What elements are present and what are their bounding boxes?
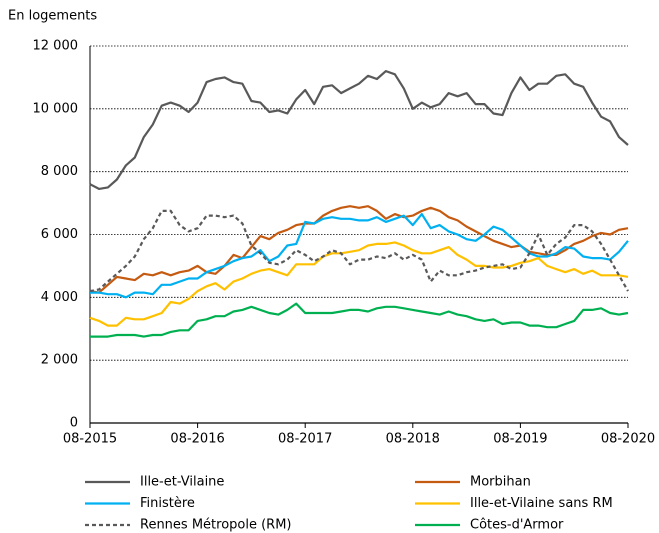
y-tick-label: 8 000: [41, 164, 78, 179]
legend-label: Rennes Métropole (RM): [140, 518, 292, 533]
y-tick-label: 2 000: [41, 353, 78, 368]
y-tick-label: 4 000: [41, 290, 78, 305]
series-line: [89, 241, 629, 327]
legend-label: Ille-et-Vilaine: [140, 475, 224, 490]
x-tick-label: 08-2019: [493, 432, 547, 447]
x-tick-label: 08-2018: [386, 432, 440, 447]
series-line: [90, 213, 629, 299]
legend-label: Morbihan: [470, 475, 531, 490]
y-tick-label: 0: [70, 416, 78, 431]
y-tick-label: 10 000: [33, 101, 79, 116]
legend-label: Finistère: [140, 496, 195, 511]
y-axis-label: En logements: [8, 9, 97, 24]
series-line: [89, 205, 629, 294]
y-tick-label: 6 000: [41, 227, 78, 242]
series-line: [89, 70, 629, 190]
y-tick-label: 12 000: [33, 39, 79, 54]
x-tick-label: 08-2017: [278, 432, 332, 447]
x-tick-label: 08-2020: [601, 432, 655, 447]
legend-label: Côtes-d'Armor: [470, 518, 564, 533]
legend-label: Ille-et-Vilaine sans RM: [470, 496, 613, 511]
series-line: [89, 209, 629, 293]
series-line: [90, 302, 629, 338]
x-tick-label: 08-2015: [63, 432, 117, 447]
x-tick-label: 08-2016: [170, 432, 224, 447]
